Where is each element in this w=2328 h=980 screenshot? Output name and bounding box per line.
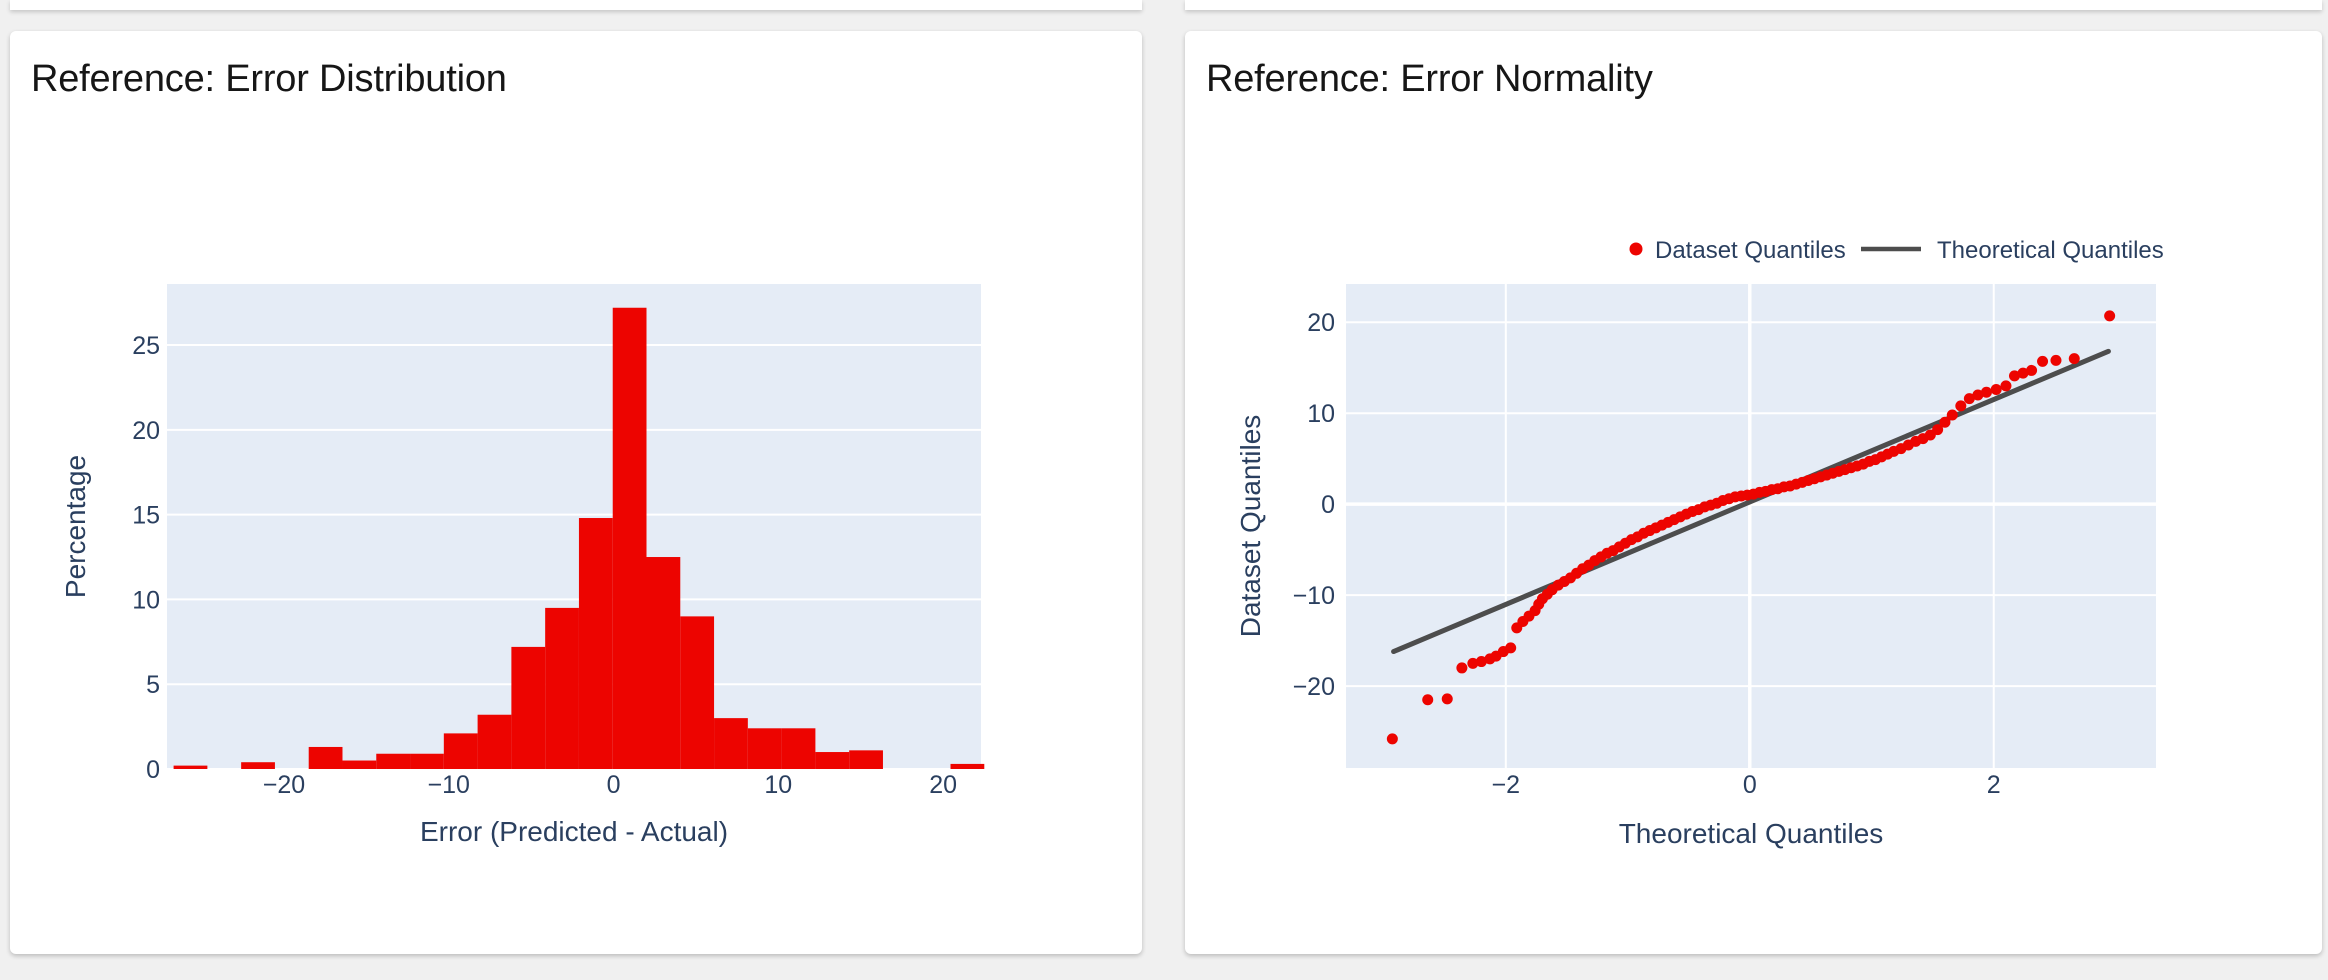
qq-point[interactable] (1932, 424, 1944, 436)
histogram-bar[interactable] (646, 557, 681, 769)
legend-item-dataset-quantiles[interactable]: Dataset Quantiles (1629, 237, 1846, 264)
panel-error-normality: Reference: Error Normality −20 −10 0 10 20 −2… (1185, 31, 2322, 954)
x-axis-title: Theoretical Quantiles (1619, 818, 1884, 849)
y-tick-label: 10 (1307, 400, 1335, 428)
histogram-bar[interactable] (747, 728, 782, 769)
histogram-bar[interactable] (477, 714, 512, 769)
histogram-bar[interactable] (950, 763, 985, 769)
qq-point[interactable] (2104, 310, 2116, 322)
y-tick-label: 15 (132, 502, 160, 530)
qq-point[interactable] (1955, 400, 1967, 412)
histogram-bar[interactable] (781, 728, 816, 769)
y-tick-label: 20 (132, 417, 160, 445)
histogram-bar[interactable] (410, 753, 444, 769)
qq-point[interactable] (1386, 733, 1398, 745)
qq-point[interactable] (1505, 642, 1517, 654)
qq-point[interactable] (2050, 354, 2062, 366)
qq-point[interactable] (1456, 662, 1468, 674)
histogram-bar[interactable] (545, 607, 579, 769)
legend-label: Dataset Quantiles (1655, 237, 1846, 264)
cropped-card-above-right (1185, 0, 2322, 10)
qq-point[interactable] (2037, 355, 2049, 367)
qq-point[interactable] (2000, 380, 2012, 392)
x-tick-label: −10 (428, 771, 470, 799)
x-tick-label: 10 (764, 771, 792, 799)
y-axis-title: Dataset Quantiles (1235, 415, 1266, 638)
y-tick-label: 20 (1307, 309, 1335, 337)
panel-title-error-normality: Reference: Error Normality (1206, 58, 1653, 100)
x-axis-title: Error (Predicted - Actual) (420, 816, 728, 847)
cropped-card-above-left (10, 0, 1142, 10)
qq-point[interactable] (2017, 367, 2029, 379)
x-tick-label: 0 (607, 771, 621, 799)
qq-point[interactable] (1946, 409, 1958, 421)
histogram-bar[interactable] (714, 718, 748, 769)
histogram-bar[interactable] (849, 750, 883, 769)
x-tick-label: 0 (1743, 771, 1757, 799)
qq-point[interactable] (1939, 416, 1951, 428)
legend-label: Theoretical Quantiles (1937, 237, 2164, 264)
x-tick-label: −2 (1492, 771, 1521, 799)
y-tick-label: −20 (1293, 673, 1335, 701)
y-tick-label: 0 (146, 756, 160, 784)
legend-item-theoretical-quantiles[interactable]: Theoretical Quantiles (1861, 237, 2164, 264)
panel-title-error-distribution: Reference: Error Distribution (31, 58, 507, 100)
qq-point[interactable] (1972, 389, 1984, 401)
histogram-bar[interactable] (680, 616, 715, 769)
x-tick-label: −20 (263, 771, 305, 799)
histogram-bar[interactable] (241, 762, 275, 769)
qq-point[interactable] (2026, 364, 2038, 376)
y-tick-label: −10 (1293, 582, 1335, 610)
qq-point[interactable] (2068, 353, 2080, 365)
qq-point[interactable] (2008, 370, 2020, 382)
histogram-bar[interactable] (443, 733, 478, 769)
y-tick-label: 0 (1321, 491, 1335, 519)
qq-point[interactable] (1980, 386, 1992, 398)
y-tick-label: 25 (132, 332, 160, 360)
qq-point[interactable] (1475, 656, 1487, 668)
qq-point[interactable] (1467, 657, 1479, 669)
histogram-bar[interactable] (578, 518, 613, 769)
y-tick-label: 10 (132, 586, 160, 614)
y-tick-label: 5 (146, 671, 160, 699)
y-axis-title: Percentage (60, 455, 91, 598)
histogram-bar[interactable] (511, 646, 546, 769)
x-tick-label: 2 (1987, 771, 2001, 799)
qq-point[interactable] (1963, 393, 1975, 405)
qq-point[interactable] (1441, 693, 1453, 705)
x-tick-label: 20 (929, 771, 957, 799)
histogram-bar[interactable] (308, 746, 343, 769)
error-distribution-histogram[interactable]: 0 5 10 15 20 25 −20 −10 0 10 20 Error (Predicted - … (10, 31, 1142, 954)
histogram-bar[interactable] (376, 753, 411, 769)
panel-error-distribution: Reference: Error Distribution 0 5 10 15 20 25… (10, 31, 1142, 954)
histogram-bar[interactable] (815, 752, 850, 769)
histogram-bar[interactable] (342, 760, 377, 769)
qq-point[interactable] (1422, 694, 1434, 706)
legend-marker-icon (1629, 242, 1643, 256)
histogram-bar[interactable] (173, 765, 208, 769)
theoretical-quantiles-line[interactable] (1391, 348, 2111, 655)
qq-point[interactable] (1990, 384, 2002, 396)
histogram-bar[interactable] (612, 307, 647, 769)
